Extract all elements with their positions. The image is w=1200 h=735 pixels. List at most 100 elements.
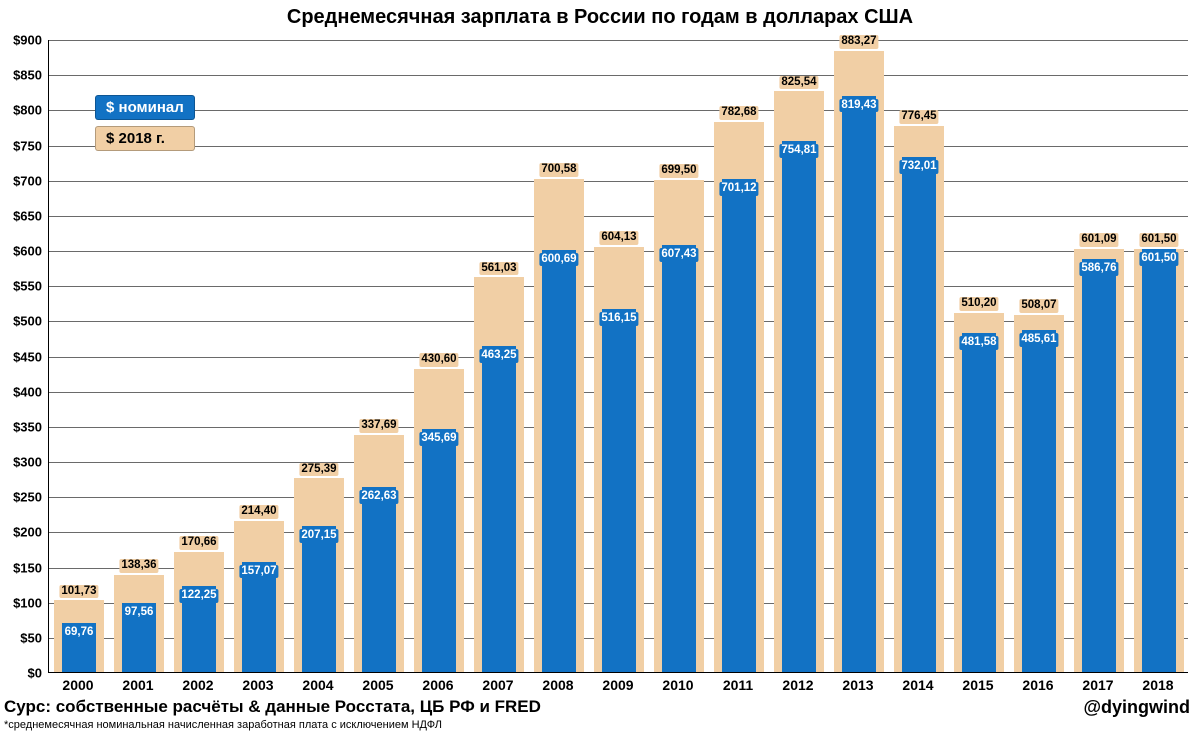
bar-value-label: 345,69 (419, 432, 458, 446)
bar-nominal: 586,76 (1082, 259, 1116, 672)
bar-nominal: 485,61 (1022, 330, 1056, 672)
y-axis-tick: $700 (0, 173, 42, 188)
bar-value-label: 122,25 (179, 589, 218, 603)
bar-nominal: 207,15 (302, 526, 336, 672)
bar-value-label: 481,58 (959, 336, 998, 350)
bar-value-label: 732,01 (899, 160, 938, 174)
salary-chart: Среднемесячная зарплата в России по года… (0, 0, 1200, 735)
bar-value-label: 754,81 (779, 144, 818, 158)
bar-value-label: 463,25 (479, 349, 518, 363)
bar-nominal: 516,15 (602, 309, 636, 672)
bar-value-label: 485,61 (1019, 333, 1058, 347)
bar-value-label: 819,43 (839, 99, 878, 113)
y-axis-tick: $750 (0, 138, 42, 153)
x-axis-tick: 2006 (422, 677, 453, 693)
y-axis-tick: $600 (0, 244, 42, 259)
bar-group: 776,45 732,01 (894, 39, 943, 672)
bar-nominal: 69,76 (62, 623, 96, 672)
bar-group: 604,13 516,15 (594, 39, 643, 672)
bar-group: 275,39 207,15 (294, 39, 343, 672)
bar-value-label: 69,76 (63, 626, 96, 640)
bar-value-label: 586,76 (1079, 262, 1118, 276)
legend: $ номинал$ 2018 г. (95, 95, 195, 157)
bar-nominal: 754,81 (782, 141, 816, 672)
x-axis-tick: 2012 (782, 677, 813, 693)
bar-value-label: 607,43 (659, 248, 698, 262)
bar-value-label: 782,68 (719, 106, 758, 120)
bar-value-label: 601,09 (1079, 233, 1118, 247)
bar-value-label: 157,07 (239, 565, 278, 579)
bar-group: 883,27819,43 (834, 39, 883, 672)
bar-group: 601,50 601,50 (1134, 39, 1183, 672)
bar-value-label: 600,69 (539, 253, 578, 267)
bar-value-label: 207,15 (299, 529, 338, 543)
x-axis-tick: 2011 (723, 677, 753, 693)
footnote-text: *среднемесячная номинальная начисленная … (4, 719, 442, 731)
bar-value-label: 604,13 (599, 231, 638, 245)
y-axis-tick: $800 (0, 103, 42, 118)
legend-item: $ номинал (95, 95, 195, 120)
bar-value-label: 601,50 (1139, 233, 1178, 247)
x-axis-tick: 2014 (902, 677, 933, 693)
bar-value-label: 700,58 (539, 163, 578, 177)
y-axis-tick: $50 (0, 630, 42, 645)
bar-group: 825,54754,81 (774, 39, 823, 672)
bar-group: 430,60 345,69 (414, 39, 463, 672)
bar-value-label: 430,60 (419, 353, 458, 367)
source-text: Сурс: собственные расчёты & данные Росст… (4, 697, 541, 717)
y-axis-tick: $250 (0, 490, 42, 505)
bar-group: 561,03463,25 (474, 39, 523, 672)
bar-value-label: 138,36 (119, 559, 158, 573)
y-axis-tick: $300 (0, 455, 42, 470)
x-axis-tick: 2003 (242, 677, 273, 693)
y-axis-tick: $500 (0, 314, 42, 329)
x-axis-tick: 2001 (122, 677, 153, 693)
credit-text: @dyingwind (1083, 697, 1190, 718)
x-axis-tick: 2015 (962, 677, 993, 693)
bar-group: 601,09 586,76 (1074, 39, 1123, 672)
chart-title: Среднемесячная зарплата в России по года… (0, 6, 1200, 29)
bar-nominal: 732,01 (902, 157, 936, 672)
bar-group: 699,50 607,43 (654, 39, 703, 672)
bar-value-label: 776,45 (899, 110, 938, 124)
bar-value-label: 883,27 (839, 35, 878, 49)
bar-value-label: 337,69 (359, 419, 398, 433)
bar-value-label: 97,56 (123, 606, 156, 620)
bar-value-label: 170,66 (179, 536, 218, 550)
bar-nominal: 819,43 (842, 96, 876, 672)
y-axis-tick: $400 (0, 384, 42, 399)
bar-value-label: 262,63 (359, 490, 398, 504)
bar-nominal: 607,43 (662, 245, 696, 672)
y-axis-tick: $150 (0, 560, 42, 575)
bar-nominal: 345,69 (422, 429, 456, 672)
y-axis-tick: $650 (0, 208, 42, 223)
bar-group: 508,07485,61 (1014, 39, 1063, 672)
bar-nominal: 701,12 (722, 179, 756, 672)
y-axis-tick: $550 (0, 279, 42, 294)
y-axis-tick: $900 (0, 33, 42, 48)
y-axis-tick: $850 (0, 68, 42, 83)
x-axis-tick: 2018 (1142, 677, 1173, 693)
bar-value-label: 699,50 (659, 164, 698, 178)
bar-value-label: 601,50 (1139, 252, 1178, 266)
x-axis-tick: 2017 (1082, 677, 1113, 693)
x-axis-tick: 2009 (602, 677, 633, 693)
bar-nominal: 601,50 (1142, 249, 1176, 672)
bar-value-label: 510,20 (959, 297, 998, 311)
y-axis-tick: $0 (0, 666, 42, 681)
x-axis-tick: 2002 (182, 677, 213, 693)
bar-nominal: 122,25 (182, 586, 216, 672)
x-axis-tick: 2016 (1022, 677, 1053, 693)
y-axis-tick: $350 (0, 419, 42, 434)
x-axis-tick: 2013 (842, 677, 873, 693)
x-axis-tick: 2004 (302, 677, 333, 693)
bar-value-label: 516,15 (599, 312, 638, 326)
x-axis-tick: 2000 (62, 677, 93, 693)
bar-group: 782,68 701,12 (714, 39, 763, 672)
y-axis-tick: $450 (0, 349, 42, 364)
bar-nominal: 157,07 (242, 562, 276, 672)
bar-group: 337,69 262,63 (354, 39, 403, 672)
bar-value-label: 275,39 (299, 463, 338, 477)
x-axis-tick: 2005 (362, 677, 393, 693)
bar-nominal: 600,69 (542, 250, 576, 672)
